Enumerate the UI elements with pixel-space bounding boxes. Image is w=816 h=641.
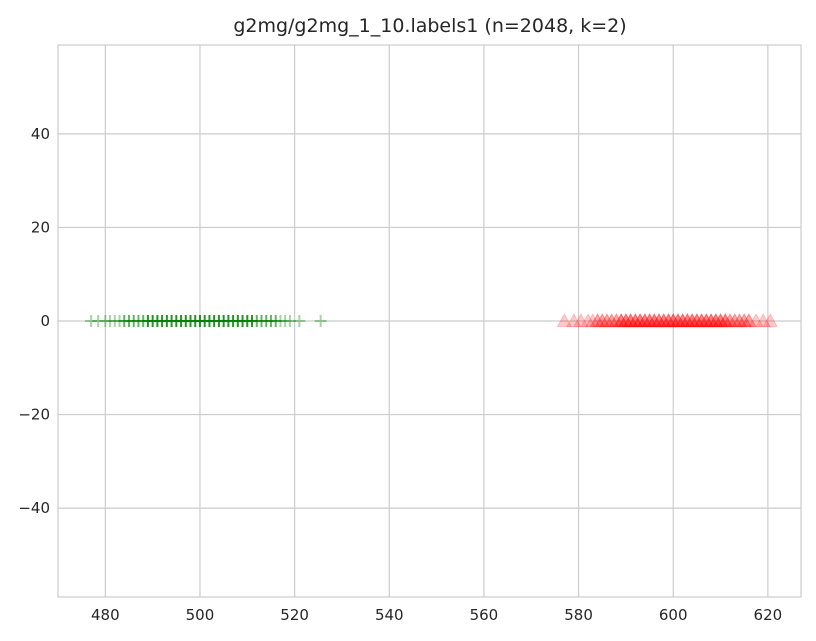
data-point [92,315,105,327]
data-point [726,312,743,328]
data-point [99,315,112,327]
x-tick-label: 540 [375,606,404,624]
chart-title: g2mg/g2mg_1_10.labels1 (n=2048, k=2) [233,15,626,37]
data-point [731,312,748,328]
data-point [741,312,757,328]
x-tick-label: 600 [659,606,688,624]
data-point [594,312,611,328]
y-tick-label: −20 [18,406,50,424]
data-point [279,315,292,327]
data-point [584,312,601,328]
y-tick-label: 40 [31,125,50,143]
data-point [85,315,98,327]
data-point [274,315,287,327]
data-point [293,315,306,327]
data-point [556,312,573,328]
data-point [762,312,779,328]
series-1 [556,312,779,328]
data-point [104,315,117,327]
x-tick-label: 580 [564,606,593,624]
y-tick-label: 20 [31,218,50,236]
x-tick-label: 620 [754,606,783,624]
data-point [599,312,615,328]
data-point [573,312,589,328]
x-tick-label: 520 [280,606,309,624]
data-point [755,312,771,328]
data-point [722,312,738,328]
data-point [589,312,606,328]
y-tick-labels: 40 20 0 −20 −40 [18,125,50,517]
x-tick-labels: 480 500 520 540 560 580 600 620 [91,606,782,624]
data-point [580,312,596,328]
axes-frame [57,44,802,598]
data-point [736,312,753,328]
data-point [314,315,327,327]
points-layer [85,312,779,328]
data-point [603,312,620,328]
data-point [269,315,282,327]
x-tick-label: 560 [470,606,499,624]
x-tick-label: 500 [186,606,215,624]
y-tick-label: 0 [40,312,50,330]
x-tick-label: 480 [91,606,120,624]
y-tick-label: −40 [18,499,50,517]
data-point [283,315,296,327]
data-point [717,312,734,328]
data-point [565,312,582,328]
series-0 [85,315,327,327]
data-point [748,312,764,328]
